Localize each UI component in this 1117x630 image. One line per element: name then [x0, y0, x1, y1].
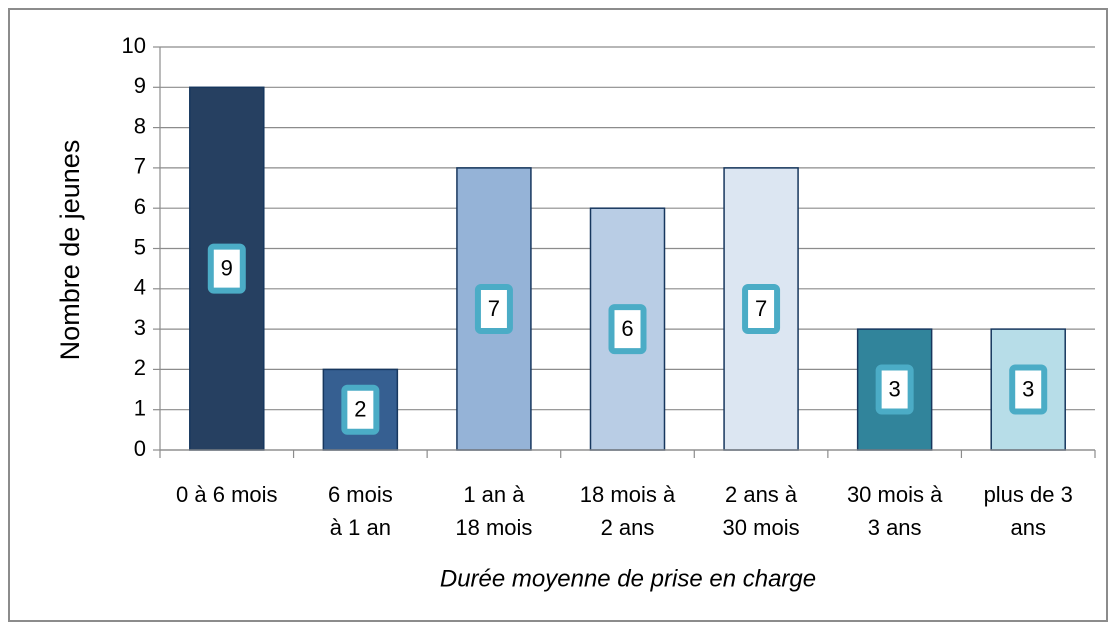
x-tick-label: 6 mois à 1 an — [328, 482, 393, 540]
value-label: 2 — [354, 397, 366, 422]
value-label-box — [742, 283, 781, 334]
value-label-box — [1009, 364, 1048, 415]
value-label: 9 — [221, 255, 233, 280]
x-tick-label: plus de 3 ans — [984, 482, 1073, 540]
chart-border — [8, 8, 1108, 622]
y-tick-label: 7 — [134, 154, 146, 179]
x-axis-title: Durée moyenne de prise en charge — [440, 565, 816, 592]
value-label: 6 — [621, 316, 633, 341]
y-tick-label: 8 — [134, 113, 146, 138]
y-tick-label: 9 — [134, 73, 146, 98]
value-label: 7 — [755, 296, 767, 321]
x-tick-label: 0 à 6 mois — [176, 482, 278, 507]
value-label-box — [474, 283, 513, 334]
y-tick-label: 5 — [134, 234, 146, 259]
value-label-box — [341, 384, 380, 435]
value-label-box — [875, 364, 914, 415]
value-label: 3 — [889, 376, 901, 401]
y-tick-label: 0 — [134, 436, 146, 461]
y-tick-label: 6 — [134, 194, 146, 219]
x-tick-label: 1 an à 18 mois — [455, 482, 532, 540]
x-tick-label: 2 ans à 30 mois — [723, 482, 800, 540]
value-label-box — [207, 243, 246, 294]
y-tick-label: 3 — [134, 315, 146, 340]
value-label: 7 — [488, 296, 500, 321]
y-axis-title: Nombre de jeunes — [55, 140, 85, 361]
y-tick-label: 4 — [134, 275, 146, 300]
y-tick-label: 1 — [134, 396, 146, 421]
value-label: 3 — [1022, 376, 1034, 401]
value-label-box — [608, 304, 647, 355]
y-tick-label: 2 — [134, 355, 146, 380]
y-tick-label: 10 — [122, 33, 146, 58]
